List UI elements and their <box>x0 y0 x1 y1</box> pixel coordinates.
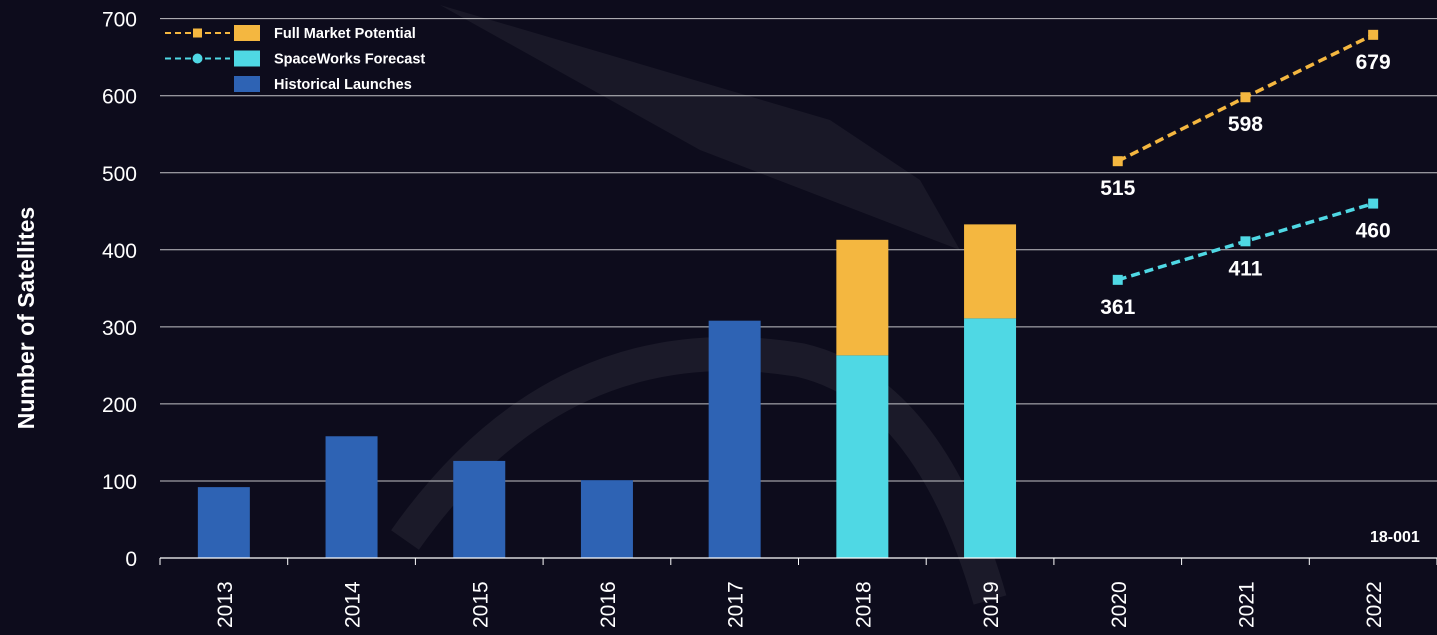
data-label-full-market-potential: 515 <box>1100 177 1135 200</box>
data-label-full-market-potential: 679 <box>1356 51 1391 74</box>
legend-label-full-market-potential: Full Market Potential <box>274 26 416 42</box>
bar-full-market-potential-2018 <box>836 239 889 356</box>
bar-full-market-potential-2019 <box>964 224 1017 319</box>
x-tick-label-2017: 2017 <box>725 581 748 628</box>
x-tick-label-2013: 2013 <box>214 581 237 628</box>
y-tick-label: 700 <box>102 9 137 32</box>
y-tick-label: 0 <box>125 548 137 571</box>
data-label-spaceworks-forecast: 411 <box>1229 257 1263 280</box>
y-tick-label: 300 <box>102 317 137 340</box>
watermark-shape <box>440 5 960 250</box>
y-tick-label: 100 <box>102 471 137 494</box>
axes: 0 100 200 300 400 500 600 700 2013 2014 2015 2016 20… <box>102 9 1437 628</box>
bar-historical-launches-2015 <box>453 460 506 558</box>
y-tick-label: 400 <box>102 240 137 263</box>
bar-spaceworks-forecast-2018 <box>836 355 889 558</box>
point-full-market-potential <box>1368 29 1379 40</box>
point-spaceworks-forecast <box>1368 198 1379 209</box>
forecast-lines: 515 598 679 361 411 460 <box>1100 29 1391 319</box>
legend-swatch-full-market-potential <box>234 25 260 41</box>
x-tick-label-2015: 2015 <box>469 581 492 628</box>
point-spaceworks-forecast <box>1240 236 1251 247</box>
point-full-market-potential <box>1240 92 1251 103</box>
y-tick-label: 500 <box>102 163 137 186</box>
x-tick-label-2021: 2021 <box>1235 581 1258 628</box>
x-tick-label-2018: 2018 <box>852 581 875 628</box>
x-tick-label-2014: 2014 <box>342 581 365 628</box>
bar-spaceworks-forecast-2019 <box>964 318 1017 558</box>
legend-marker-spaceworks-forecast <box>192 53 203 64</box>
x-tick-label-2020: 2020 <box>1108 581 1131 628</box>
legend: Full Market Potential SpaceWorks Forecast… <box>165 25 425 93</box>
point-spaceworks-forecast <box>1112 274 1123 285</box>
legend-label-spaceworks-forecast: SpaceWorks Forecast <box>274 52 425 68</box>
legend-swatch-spaceworks-forecast <box>234 50 260 67</box>
legend-swatch-historical-launches <box>234 76 260 92</box>
watermark-arc <box>391 336 1007 605</box>
data-label-full-market-potential: 598 <box>1228 113 1263 136</box>
x-tick-label-2019: 2019 <box>980 581 1003 628</box>
bar-historical-launches-2013 <box>197 487 250 558</box>
legend-marker-full-market-potential <box>193 28 202 38</box>
bars <box>197 224 1017 558</box>
y-tick-label: 200 <box>102 394 137 417</box>
rocket-watermark <box>391 5 1007 605</box>
bar-historical-launches-2016 <box>580 480 633 558</box>
y-axis-title: Number of Satellites <box>13 207 39 429</box>
chart-code-label: 18-001 <box>1370 529 1420 546</box>
bar-historical-launches-2017 <box>708 320 761 558</box>
legend-label-historical-launches: Historical Launches <box>274 77 412 93</box>
point-full-market-potential <box>1112 156 1123 167</box>
bar-historical-launches-2014 <box>325 436 378 558</box>
data-label-spaceworks-forecast: 361 <box>1100 296 1135 319</box>
y-tick-label: 600 <box>102 86 137 109</box>
x-tick-label-2016: 2016 <box>597 581 620 628</box>
data-label-spaceworks-forecast: 460 <box>1356 220 1391 243</box>
x-tick-label-2022: 2022 <box>1363 581 1386 628</box>
